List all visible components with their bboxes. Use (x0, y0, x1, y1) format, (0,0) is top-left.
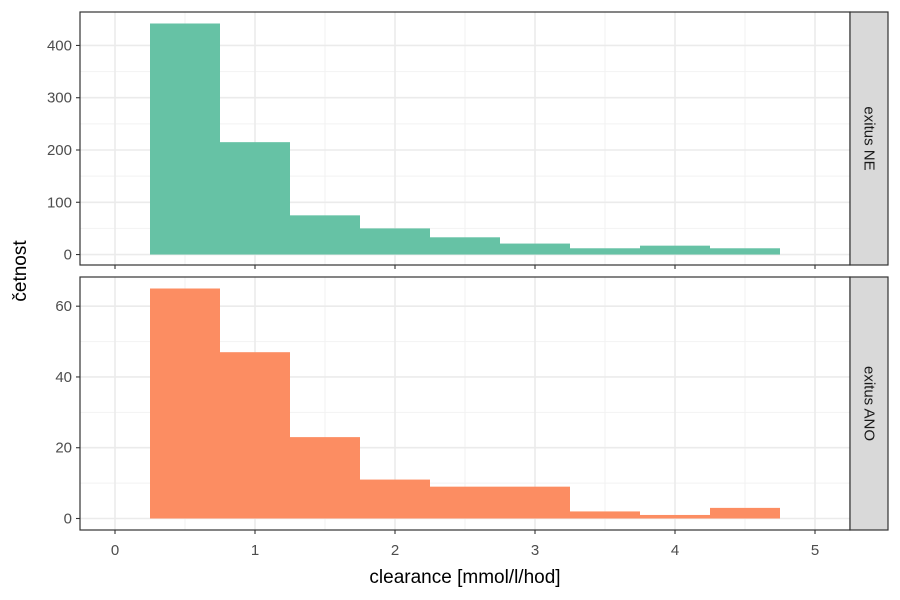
y-tick-label: 300 (47, 90, 72, 107)
histogram-bar (150, 288, 220, 519)
y-tick-label: 400 (47, 37, 72, 54)
y-tick-label: 200 (47, 142, 72, 159)
histogram-bar (360, 479, 430, 519)
facet-strip-label: exitus NE (861, 106, 878, 170)
y-tick-label: 60 (55, 298, 72, 315)
x-tick-label: 5 (811, 542, 819, 559)
facet-strip (849, 276, 889, 531)
y-axis-title: četnost (10, 240, 31, 302)
histogram-bar (220, 142, 290, 255)
histogram-bar (430, 237, 500, 255)
y-tick-label: 0 (64, 247, 72, 264)
x-axis-title: clearance [mmol/l/hod] (369, 567, 560, 588)
histogram-bar (570, 248, 640, 255)
histogram-bar (500, 243, 570, 255)
x-tick-label: 1 (251, 542, 259, 559)
panel-2: 0 20 40 60 exitus ANO (55, 276, 889, 534)
histogram-bar (710, 507, 780, 519)
histogram-bar (640, 245, 710, 255)
panel-1: 0 100 200 300 400 exitus NE (47, 11, 889, 269)
facet-strip-label: exitus ANO (861, 366, 878, 441)
y-tick-label: 0 (64, 511, 72, 528)
histogram-bar (360, 228, 430, 255)
histogram-bar (430, 486, 500, 519)
histogram-bar (150, 23, 220, 255)
histogram-bar (290, 215, 360, 255)
histogram-bar (290, 437, 360, 519)
facet-strip (849, 11, 889, 266)
histogram-bar (500, 486, 570, 519)
x-tick-label: 0 (111, 542, 119, 559)
x-tick-label: 4 (671, 542, 679, 559)
histogram-bar (570, 511, 640, 519)
y-tick-label: 20 (55, 440, 72, 457)
histogram-bar (710, 248, 780, 255)
x-tick-label: 3 (531, 542, 539, 559)
x-tick-label: 2 (391, 542, 399, 559)
histogram-bar (640, 514, 710, 519)
y-tick-label: 100 (47, 194, 72, 211)
histogram-bar (220, 352, 290, 519)
y-tick-label: 40 (55, 369, 72, 386)
